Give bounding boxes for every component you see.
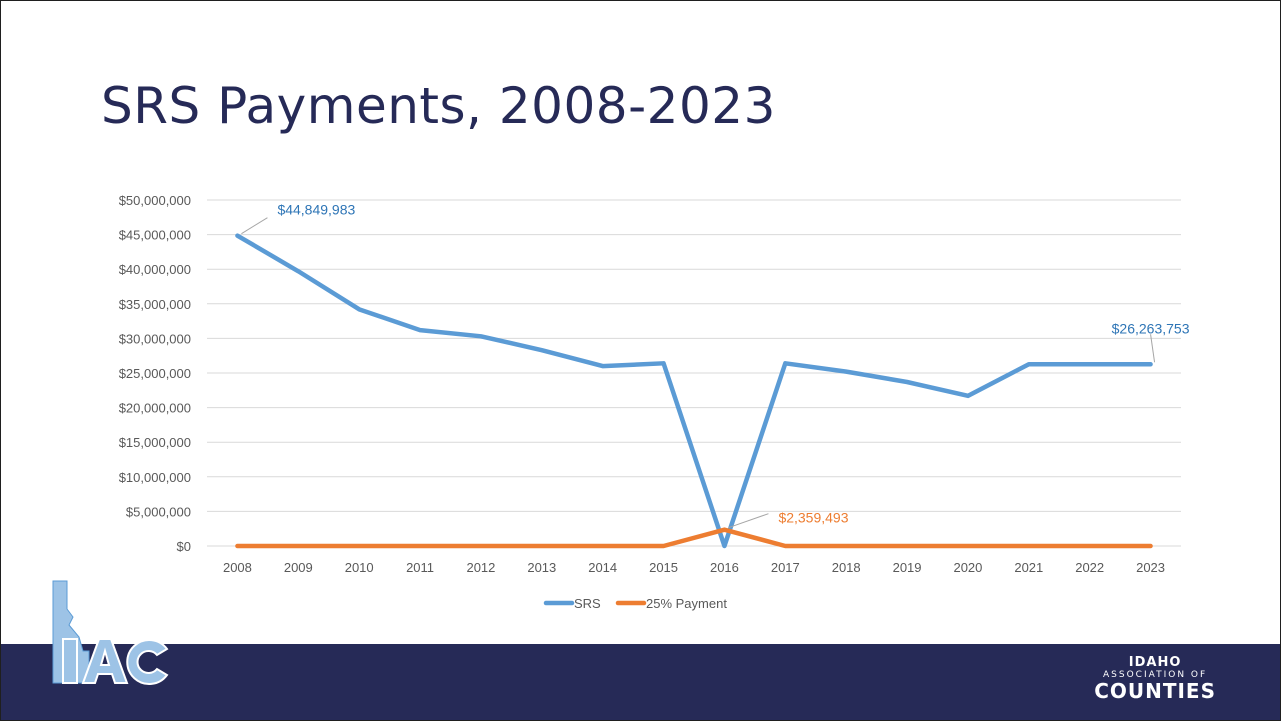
y-tick-label: $30,000,000 — [119, 331, 191, 346]
x-tick-label: 2014 — [588, 560, 617, 575]
y-axis-ticks: $0 $5,000,000 $10,000,000 $15,000,000 $20,00… — [119, 193, 191, 554]
x-tick-label: 2016 — [710, 560, 739, 575]
annotation-leader-line — [1150, 334, 1156, 363]
x-tick-label: 2019 — [893, 560, 922, 575]
y-tick-label: $5,000,000 — [126, 504, 191, 519]
x-tick-label: 2018 — [832, 560, 861, 575]
x-tick-label: 2012 — [466, 560, 495, 575]
x-tick-label: 2022 — [1075, 560, 1104, 575]
brand-line-3: COUNTIES — [1094, 679, 1216, 703]
y-tick-label: $15,000,000 — [119, 435, 191, 450]
series-line-srs — [235, 233, 1153, 549]
y-tick-label: $35,000,000 — [119, 297, 191, 312]
x-tick-label: 2009 — [284, 560, 313, 575]
y-tick-label: $45,000,000 — [119, 228, 191, 243]
iac-lettering — [62, 638, 169, 685]
y-tick-label: $40,000,000 — [119, 262, 191, 277]
x-tick-label: 2013 — [527, 560, 556, 575]
legend-label: 25% Payment — [646, 596, 727, 611]
y-tick-label: $50,000,000 — [119, 193, 191, 208]
data-label: $2,359,493 — [778, 510, 848, 526]
x-tick-label: 2021 — [1014, 560, 1043, 575]
x-tick-label: 2008 — [223, 560, 252, 575]
iac-logo — [52, 580, 169, 685]
y-tick-label: $0 — [177, 539, 191, 554]
chart-gridlines — [207, 199, 1181, 547]
data-label: $26,263,753 — [1112, 320, 1190, 336]
x-tick-label: 2023 — [1136, 560, 1165, 575]
chart-annotations: $44,849,983 $26,263,753 $2,359,493 — [241, 202, 1190, 529]
line-chart: $0 $5,000,000 $10,000,000 $15,000,000 $20,00… — [119, 193, 1190, 611]
series-line-payment — [235, 527, 1153, 549]
x-tick-label: 2020 — [953, 560, 982, 575]
y-tick-label: $20,000,000 — [119, 401, 191, 416]
brand-line-1: IDAHO — [1128, 655, 1182, 670]
y-tick-label: $10,000,000 — [119, 470, 191, 485]
y-tick-label: $25,000,000 — [119, 366, 191, 381]
slide-title: SRS Payments, 2008-2023 — [101, 77, 776, 135]
chart-legend: SRS 25% Payment — [543, 596, 727, 611]
data-label: $44,849,983 — [277, 202, 355, 218]
x-axis-ticks: 2008 2009 2010 2011 2012 2013 2014 2015 2016 2017… — [223, 560, 1165, 575]
idaho-association-of-counties-logo: IDAHO ASSOCIATION OF COUNTIES — [1094, 655, 1216, 703]
x-tick-label: 2011 — [406, 560, 434, 575]
chart-series — [235, 233, 1153, 549]
legend-label: SRS — [574, 596, 601, 611]
x-tick-label: 2015 — [649, 560, 678, 575]
annotation-leader-line — [241, 217, 268, 235]
footer-bar — [1, 644, 1280, 720]
annotation-leader-line — [728, 513, 769, 529]
brand-line-2: ASSOCIATION OF — [1103, 670, 1208, 680]
x-tick-label: 2017 — [771, 560, 800, 575]
x-tick-label: 2010 — [345, 560, 374, 575]
